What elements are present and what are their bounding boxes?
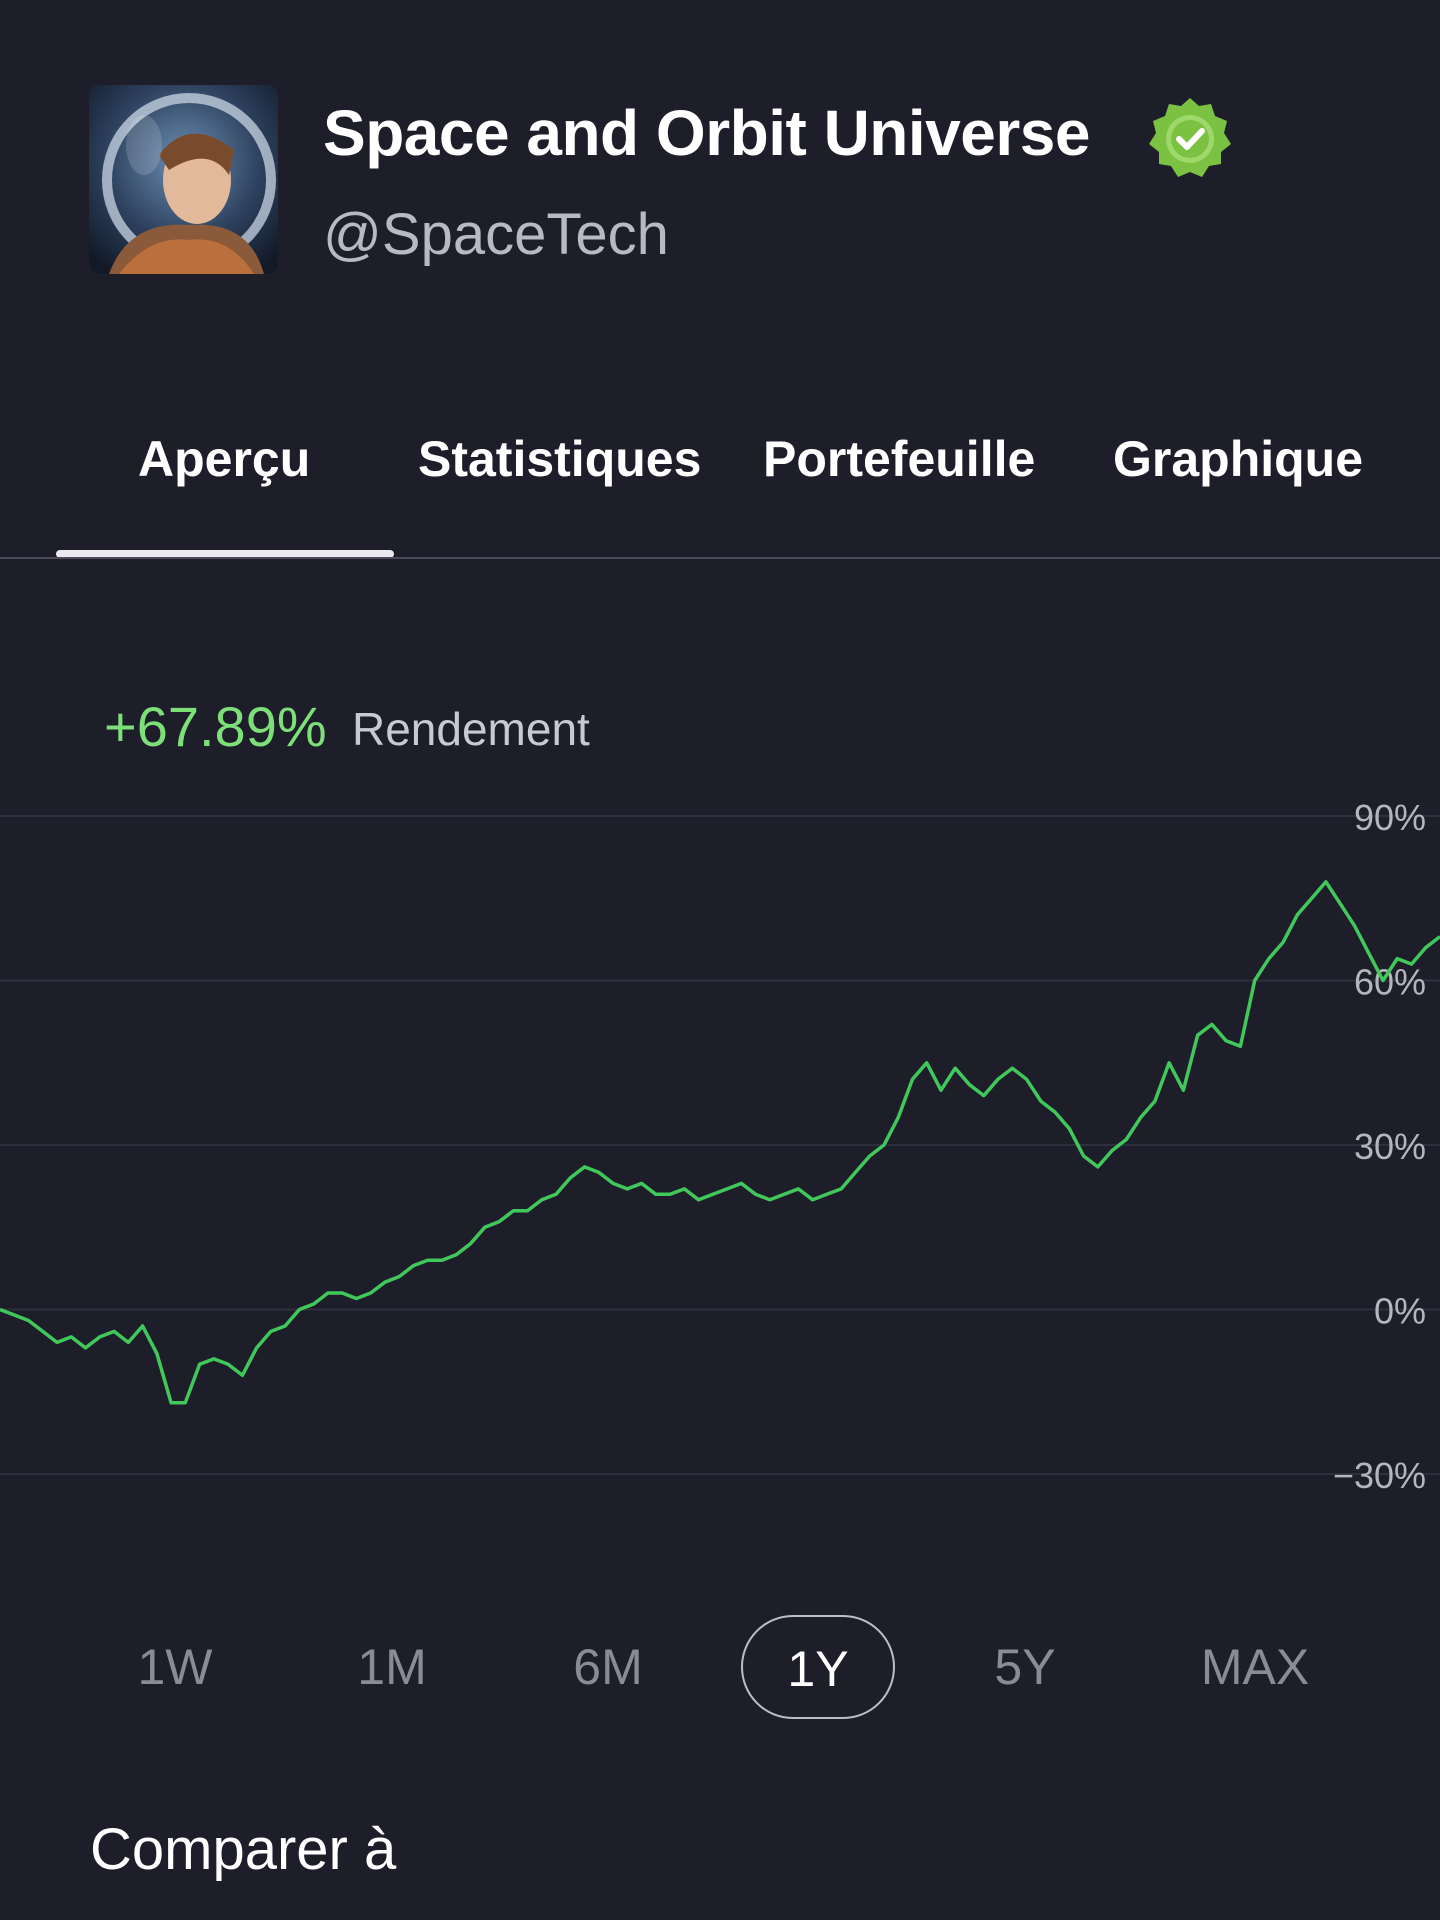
- y-tick-label: 0%: [1374, 1291, 1426, 1332]
- active-tab-indicator: [56, 550, 394, 558]
- period-1m[interactable]: 1M: [357, 1639, 427, 1695]
- tab-graphique[interactable]: Graphique: [1113, 431, 1364, 487]
- tab-bar: Aperçu Statistiques Portefeuille Graphiq…: [0, 420, 1440, 560]
- profile-handle: @SpaceTech: [323, 202, 669, 267]
- period-6m[interactable]: 6M: [573, 1639, 643, 1695]
- y-tick-label: 30%: [1354, 1126, 1426, 1167]
- return-label: Rendement: [352, 703, 590, 755]
- return-value: +67.89%: [104, 695, 327, 758]
- period-1w[interactable]: 1W: [137, 1639, 213, 1695]
- period-5y[interactable]: 5Y: [994, 1639, 1056, 1695]
- verified-badge-icon: [1147, 96, 1233, 182]
- tab-portefeuille[interactable]: Portefeuille: [763, 431, 1036, 487]
- avatar[interactable]: [89, 85, 278, 274]
- period-1y[interactable]: 1Y: [741, 1615, 895, 1719]
- y-tick-label: 90%: [1354, 797, 1426, 838]
- y-tick-label: −30%: [1333, 1455, 1426, 1496]
- tab-apercu[interactable]: Aperçu: [138, 431, 311, 487]
- tab-statistiques[interactable]: Statistiques: [418, 431, 702, 487]
- series-line: [0, 880, 1440, 1405]
- tab-divider: [0, 557, 1440, 559]
- performance-chart[interactable]: 90%60%30%0%−30%: [0, 780, 1440, 1500]
- period-selector: 1W 1M 6M 1Y 5Y MAX: [0, 1615, 1440, 1725]
- astronaut-avatar-icon: [89, 85, 278, 274]
- profile-name: Space and Orbit Universe: [323, 97, 1090, 169]
- compare-heading[interactable]: Comparer à: [90, 1817, 397, 1882]
- period-max[interactable]: MAX: [1200, 1639, 1310, 1695]
